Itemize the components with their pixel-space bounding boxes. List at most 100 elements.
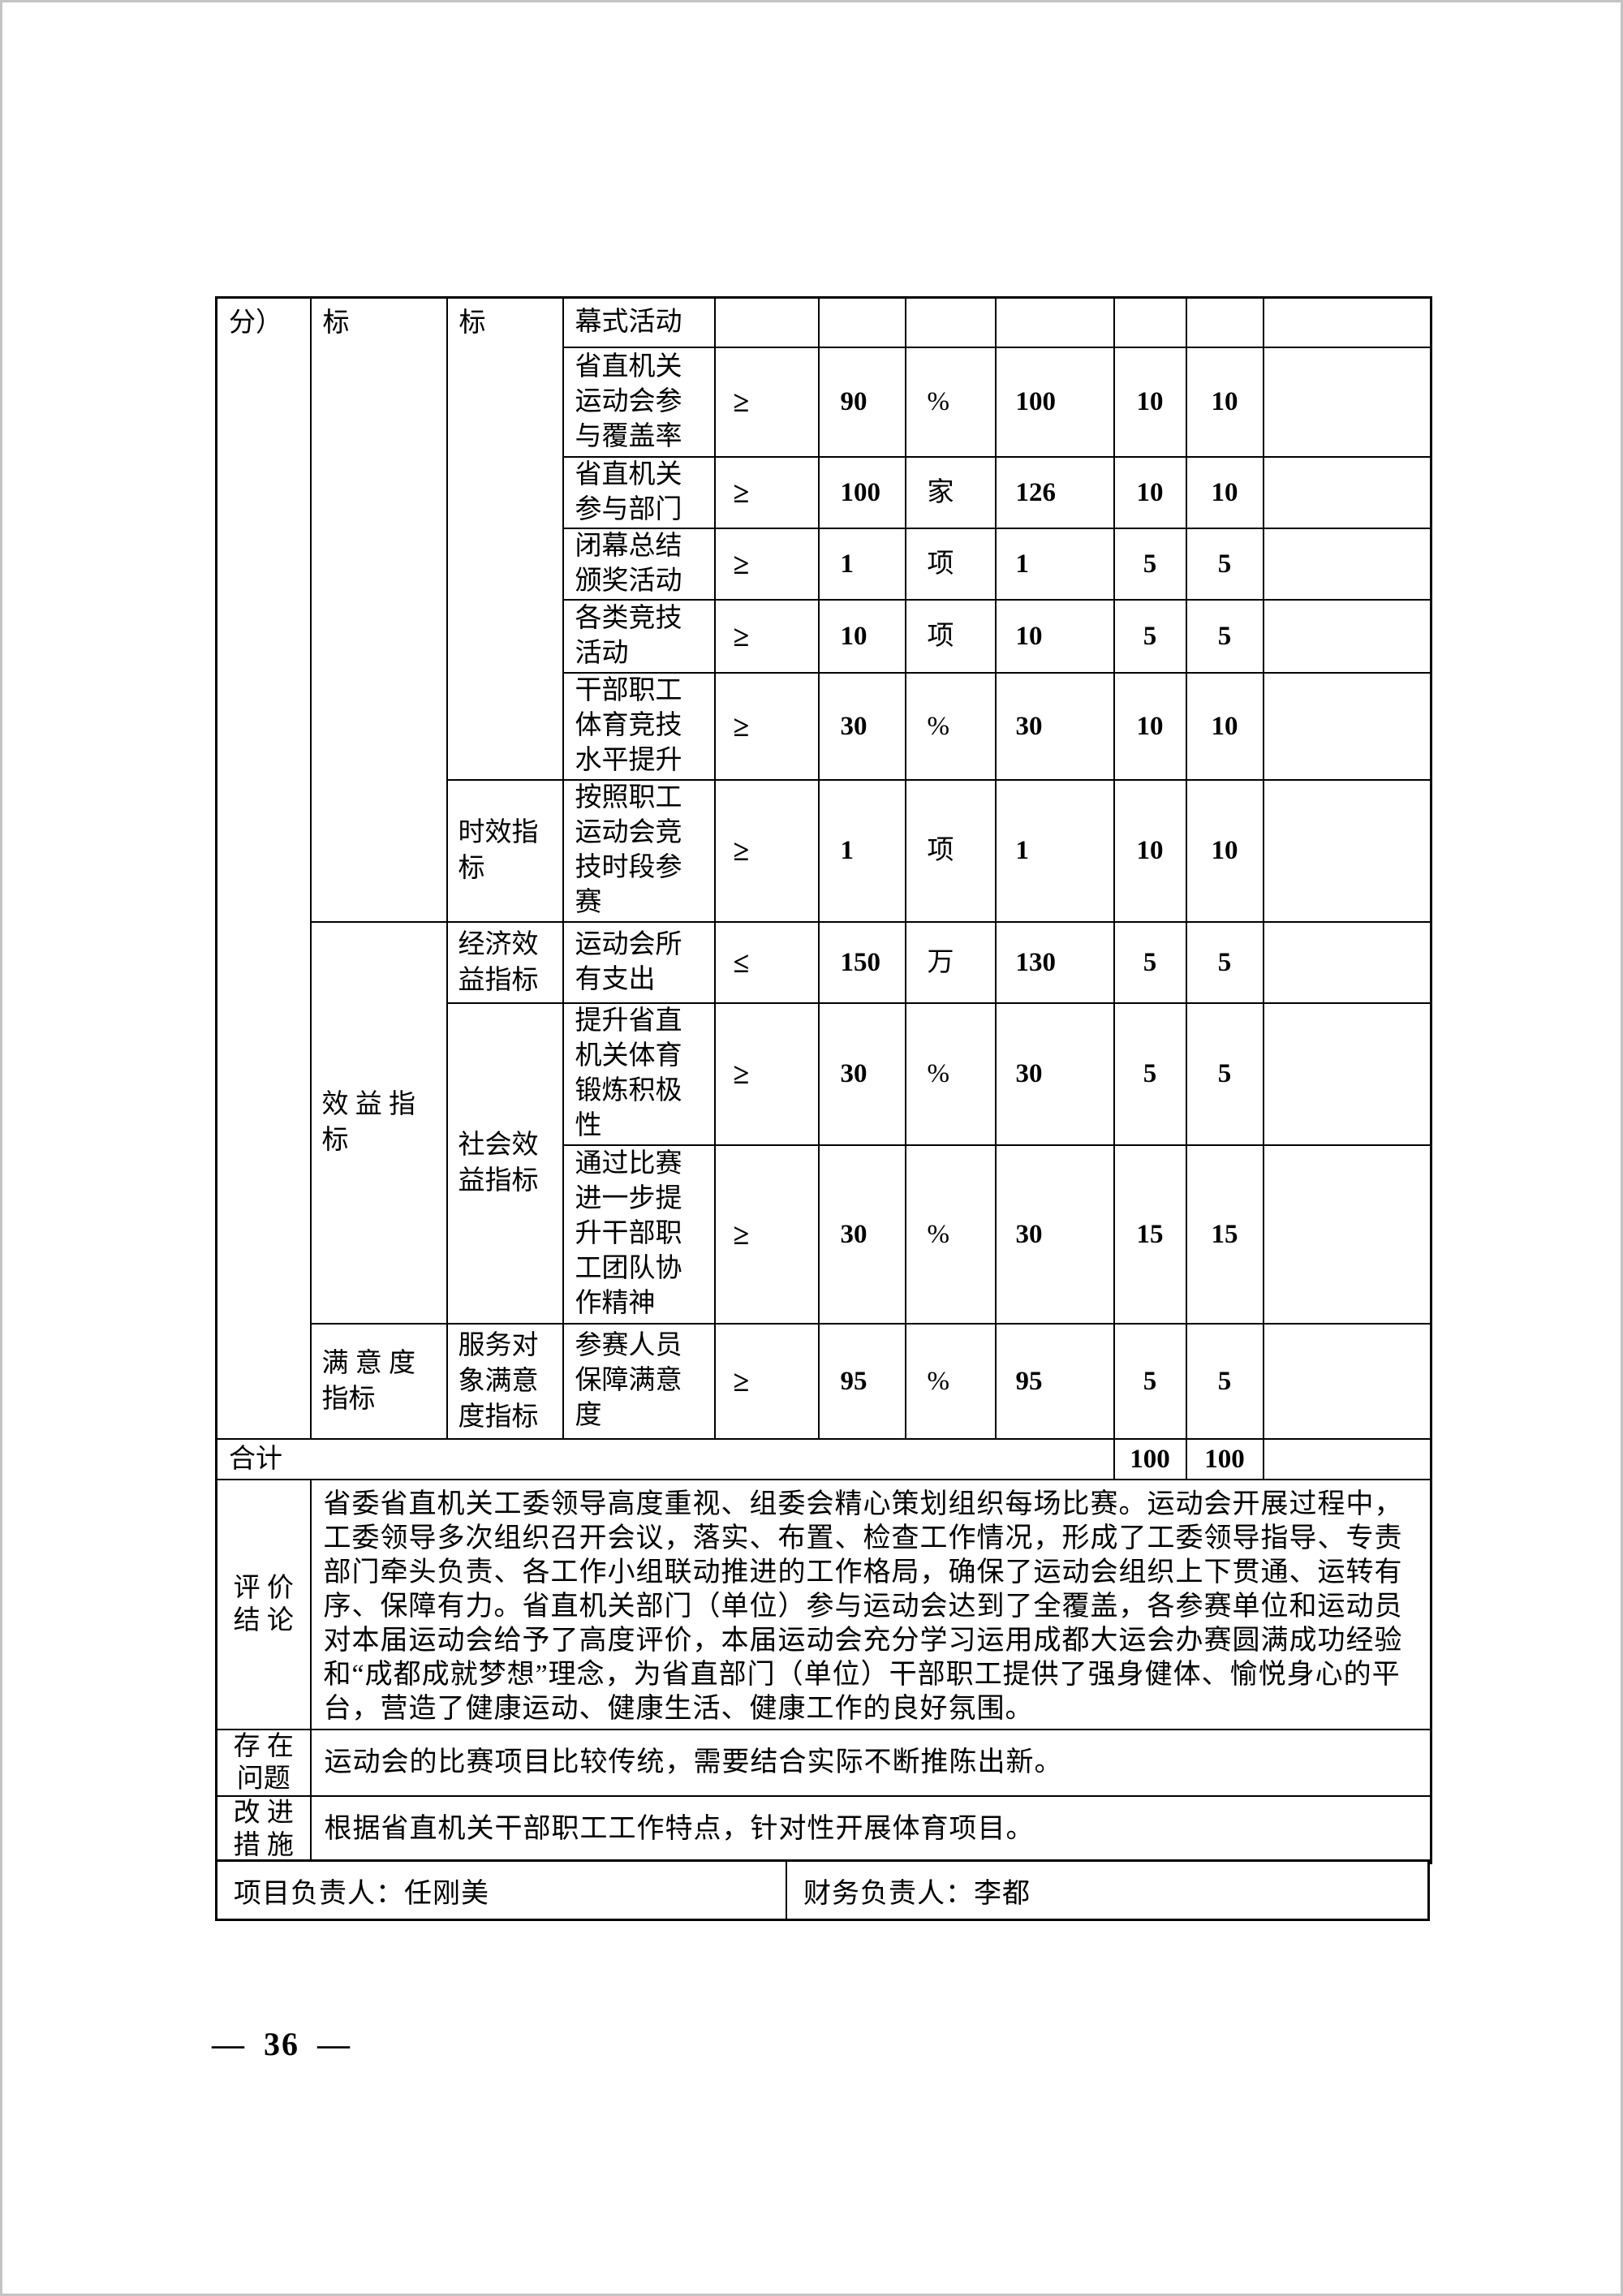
carryover-col3-cell: 标 <box>446 296 564 781</box>
unit-cell: % <box>904 1144 997 1325</box>
unit-cell: % <box>904 346 997 458</box>
comparator-cell <box>713 296 820 348</box>
score-cell <box>1185 296 1264 348</box>
problems-text-cell: 运动会的比赛项目比较传统，需要结合实际不断推陈出新。 <box>309 1728 1432 1797</box>
table-row: 满 意 度 指标 服务对 象满意 度指标 参赛人员 保障满意 度 ≥ 95 % … <box>217 1322 1432 1440</box>
carryover-col1-cell: 分） <box>215 296 312 1440</box>
target-value-cell: 30 <box>817 671 906 781</box>
improvements-text-cell: 根据省直机关干部职工工作特点，针对性开展体育项目。 <box>309 1794 1432 1864</box>
conclusion-row: 评 价 结 论 省委省直机关工委领导高度重视、组委会精心策划组织每场比赛。运动会… <box>215 1478 1432 1730</box>
remark-cell <box>1262 527 1432 601</box>
remark-cell <box>1262 920 1432 1004</box>
score-cell: 5 <box>1185 1322 1264 1440</box>
score-cell: 5 <box>1185 1002 1264 1146</box>
remark-cell <box>1262 1322 1432 1440</box>
unit-cell: % <box>904 1322 997 1440</box>
score-cell: 5 <box>1113 527 1187 601</box>
comparator-cell: ≥ <box>713 346 820 458</box>
unit-cell: % <box>904 671 997 781</box>
score-cell: 10 <box>1185 671 1264 781</box>
comparator-cell: ≥ <box>713 778 820 923</box>
actual-value-cell: 30 <box>994 671 1115 781</box>
indicator-name-cell: 幕式活动 <box>562 296 716 348</box>
actual-value-cell: 130 <box>994 920 1115 1004</box>
group-label-social-cell: 社会效 益指标 <box>446 1002 564 1325</box>
table-row: 各类竞技 活动 ≥ 10 项 10 5 5 <box>217 598 1432 674</box>
page-number: — 36 — <box>212 2026 351 2062</box>
unit-cell: 项 <box>904 598 997 674</box>
finance-lead-cell: 财务负责人：李都 <box>786 1859 1430 1921</box>
target-value-cell: 30 <box>817 1002 906 1146</box>
actual-value-cell: 1 <box>994 778 1115 923</box>
score-cell: 5 <box>1185 920 1264 1004</box>
actual-value-cell: 95 <box>994 1322 1115 1440</box>
comparator-cell: ≥ <box>713 1144 820 1325</box>
remark-cell <box>1262 598 1432 674</box>
remark-cell <box>1262 1437 1432 1480</box>
remark-cell <box>1262 778 1432 923</box>
total-score-cell: 100 <box>1185 1437 1264 1480</box>
comparator-cell: ≥ <box>713 455 820 529</box>
target-value-cell: 30 <box>817 1144 906 1325</box>
unit-cell: 家 <box>904 455 997 529</box>
score-cell: 10 <box>1185 346 1264 458</box>
remark-cell <box>1262 671 1432 781</box>
score-cell: 5 <box>1185 527 1264 601</box>
group-label-economic-cell: 经济效 益指标 <box>446 920 564 1004</box>
score-cell <box>1113 296 1187 348</box>
score-cell: 5 <box>1113 1002 1187 1146</box>
target-value-cell: 100 <box>817 455 906 529</box>
comparator-cell: ≤ <box>713 920 820 1004</box>
target-value-cell: 1 <box>817 527 906 601</box>
score-cell: 15 <box>1113 1144 1187 1325</box>
indicator-name-cell: 省直机关 参与部门 <box>562 455 716 529</box>
total-row: 合计 100 100 <box>215 1437 1432 1480</box>
problems-label-cell: 存 在 问题 <box>215 1728 312 1797</box>
target-value-cell: 1 <box>817 778 906 923</box>
total-label-cell: 合计 <box>215 1437 1115 1480</box>
table-row: 省直机关 运动会参 与覆盖率 ≥ 90 % 100 10 10 <box>217 346 1432 458</box>
remark-cell <box>1262 346 1432 458</box>
unit-cell: 项 <box>904 778 997 923</box>
project-lead-cell: 项目负责人：任刚美 <box>215 1859 788 1921</box>
score-cell: 5 <box>1113 598 1187 674</box>
table-row: 分） 标 标 幕式活动 <box>215 296 1432 1440</box>
score-cell: 10 <box>1185 778 1264 923</box>
signature-row: 项目负责人：任刚美 财务负责人：李都 <box>215 1859 1432 1921</box>
improvements-label-cell: 改 进 措 施 <box>215 1794 312 1864</box>
score-cell: 10 <box>1113 346 1187 458</box>
performance-indicator-table: 分） 标 标 幕式活动 省直机关 运动会参 与覆盖率 ≥ 90 % 100 10… <box>215 296 1432 1864</box>
target-value-cell: 90 <box>817 346 906 458</box>
remark-cell <box>1262 1002 1432 1146</box>
improvements-row: 改 进 措 施 根据省直机关干部职工工作特点，针对性开展体育项目。 <box>215 1794 1432 1864</box>
total-score-cell: 100 <box>1113 1437 1187 1480</box>
carryover-col2-cell: 标 <box>309 296 448 923</box>
actual-value-cell: 30 <box>994 1144 1115 1325</box>
comparator-cell: ≥ <box>713 1322 820 1440</box>
comparator-cell: ≥ <box>713 598 820 674</box>
comparator-cell: ≥ <box>713 1002 820 1146</box>
table-row: 干部职工 体育竞技 水平提升 ≥ 30 % 30 10 10 <box>217 671 1432 781</box>
target-value-cell: 95 <box>817 1322 906 1440</box>
table-row: 社会效 益指标 提升省直 机关体育 锻炼积极 性 ≥ 30 % 30 5 5 <box>217 1002 1432 1325</box>
comparator-cell: ≥ <box>713 671 820 781</box>
indicator-name-cell: 运动会所 有支出 <box>562 920 716 1004</box>
remark-cell <box>1262 1144 1432 1325</box>
indicator-name-cell: 按照职工 运动会竞 技时段参 赛 <box>562 778 716 923</box>
group-label-timeliness-cell: 时效指 标 <box>446 778 564 923</box>
indicator-name-cell: 省直机关 运动会参 与覆盖率 <box>562 346 716 458</box>
problems-row: 存 在 问题 运动会的比赛项目比较传统，需要结合实际不断推陈出新。 <box>215 1728 1432 1797</box>
group-label-service-cell: 服务对 象满意 度指标 <box>446 1322 564 1440</box>
table-row: 时效指 标 按照职工 运动会竞 技时段参 赛 ≥ 1 项 1 10 10 <box>217 778 1432 923</box>
indicator-name-cell: 闭幕总结 颁奖活动 <box>562 527 716 601</box>
table-row: 效 益 指 标 经济效 益指标 运动会所 有支出 ≤ 150 万 130 5 5 <box>217 920 1432 1325</box>
actual-value-cell <box>994 296 1115 348</box>
remark-cell <box>1262 455 1432 529</box>
unit-cell: 项 <box>904 527 997 601</box>
score-cell: 15 <box>1185 1144 1264 1325</box>
target-value-cell <box>817 296 906 348</box>
score-cell: 10 <box>1113 778 1187 923</box>
group-label-satisfaction-cell: 满 意 度 指标 <box>309 1322 448 1440</box>
table-row: 通过比赛 进一步提 升干部职 工团队协 作精神 ≥ 30 % 30 15 15 <box>217 1144 1432 1325</box>
